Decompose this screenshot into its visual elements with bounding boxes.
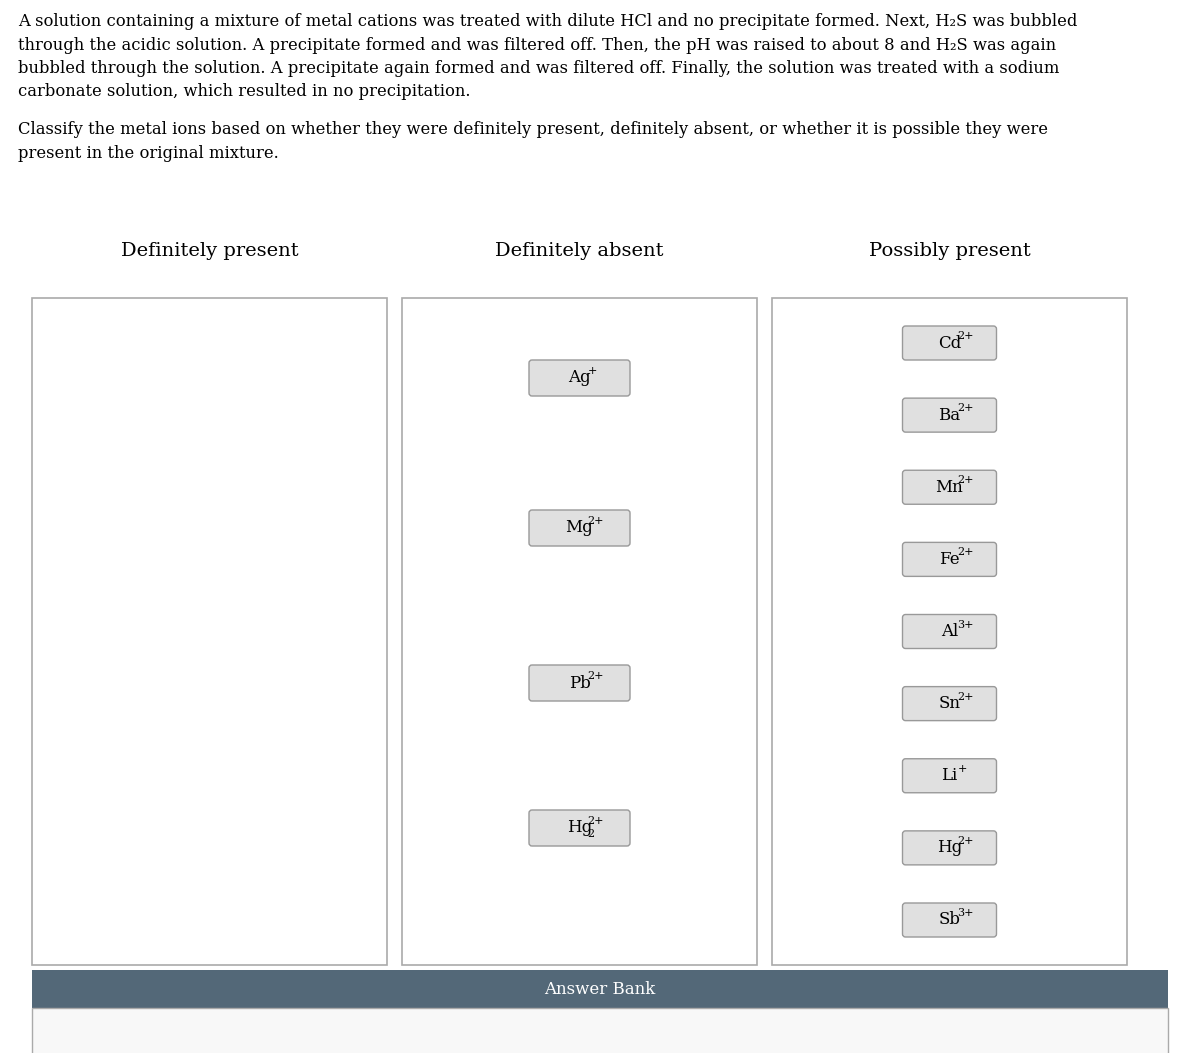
FancyBboxPatch shape (529, 810, 630, 846)
Text: Definitely absent: Definitely absent (496, 242, 664, 260)
Text: Mn: Mn (936, 479, 964, 496)
Text: carbonate solution, which resulted in no precipitation.: carbonate solution, which resulted in no… (18, 83, 470, 100)
Text: +: + (958, 763, 967, 774)
Text: 2+: 2+ (958, 331, 974, 341)
Text: Sb: Sb (938, 912, 960, 929)
Text: 2+: 2+ (588, 816, 604, 826)
Text: Ag: Ag (568, 370, 590, 386)
Text: bubbled through the solution. A precipitate again formed and was filtered off. F: bubbled through the solution. A precipit… (18, 60, 1060, 77)
Text: Al: Al (941, 623, 958, 640)
Text: Hg: Hg (937, 839, 962, 856)
Text: Definitely present: Definitely present (121, 242, 299, 260)
Text: 3+: 3+ (958, 619, 974, 630)
Text: Sn: Sn (938, 695, 960, 712)
FancyBboxPatch shape (529, 360, 630, 396)
Text: 2+: 2+ (958, 548, 974, 557)
Bar (32, 1008, 1168, 1053)
Text: A solution containing a mixture of metal cations was treated with dilute HCl and: A solution containing a mixture of metal… (18, 13, 1078, 29)
FancyBboxPatch shape (902, 471, 996, 504)
FancyBboxPatch shape (902, 903, 996, 937)
Bar (32, 298, 386, 965)
Text: 2+: 2+ (588, 671, 604, 681)
FancyBboxPatch shape (529, 510, 630, 547)
Text: Li: Li (941, 768, 958, 784)
Text: 2+: 2+ (958, 475, 974, 485)
Text: Classify the metal ions based on whether they were definitely present, definitel: Classify the metal ions based on whether… (18, 121, 1048, 138)
FancyBboxPatch shape (902, 759, 996, 793)
Bar (32, 970, 1168, 1008)
Text: present in the original mixture.: present in the original mixture. (18, 144, 278, 161)
Text: 3+: 3+ (958, 908, 974, 918)
Text: 2+: 2+ (588, 516, 604, 526)
Text: 2+: 2+ (958, 836, 974, 846)
FancyBboxPatch shape (529, 665, 630, 701)
Bar (402, 298, 757, 965)
Text: +: + (588, 366, 596, 376)
FancyBboxPatch shape (902, 542, 996, 576)
Bar (772, 298, 1127, 965)
FancyBboxPatch shape (902, 398, 996, 432)
Text: Hg: Hg (566, 819, 592, 836)
Text: Fe: Fe (940, 551, 960, 568)
Text: 2+: 2+ (958, 403, 974, 413)
Text: Mg: Mg (565, 519, 593, 536)
FancyBboxPatch shape (902, 687, 996, 720)
FancyBboxPatch shape (902, 615, 996, 649)
Text: 2+: 2+ (958, 692, 974, 701)
Text: Possibly present: Possibly present (869, 242, 1031, 260)
Text: through the acidic solution. A precipitate formed and was filtered off. Then, th: through the acidic solution. A precipita… (18, 37, 1056, 54)
Text: Answer Bank: Answer Bank (545, 980, 655, 997)
Text: Ba: Ba (938, 406, 960, 423)
FancyBboxPatch shape (902, 831, 996, 865)
Text: 2: 2 (588, 829, 595, 839)
Text: Cd: Cd (938, 335, 961, 352)
Text: Pb: Pb (569, 675, 590, 692)
FancyBboxPatch shape (902, 326, 996, 360)
